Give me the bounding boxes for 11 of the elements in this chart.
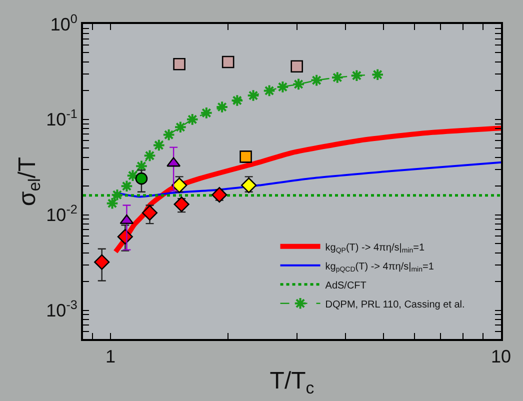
y-tick-label: 10$^{0}$ [50, 12, 78, 34]
legend-label: DQPM, PRL 110, Cassing et al. [325, 299, 465, 310]
x-tick-label: 10 [490, 346, 512, 367]
y-tick-label: 10$^{-1}$ [46, 107, 78, 130]
y-tick-label: 10$^{-2}$ [46, 202, 78, 226]
legend-label: kg$_{QP}$(T) -> 4πη/s|$_{min}$=1 [325, 242, 425, 254]
x-tick-label: 1 [106, 346, 116, 367]
legend-label: kg$_{pQCD}$(T) -> 4πη/s|$_{min}$=1 [325, 261, 434, 274]
x-axis-title: T/T$_{c}$ [270, 367, 314, 398]
legend-label: AdS/CFT [325, 280, 366, 292]
y-tick-label: 10$^{-3}$ [46, 298, 78, 321]
